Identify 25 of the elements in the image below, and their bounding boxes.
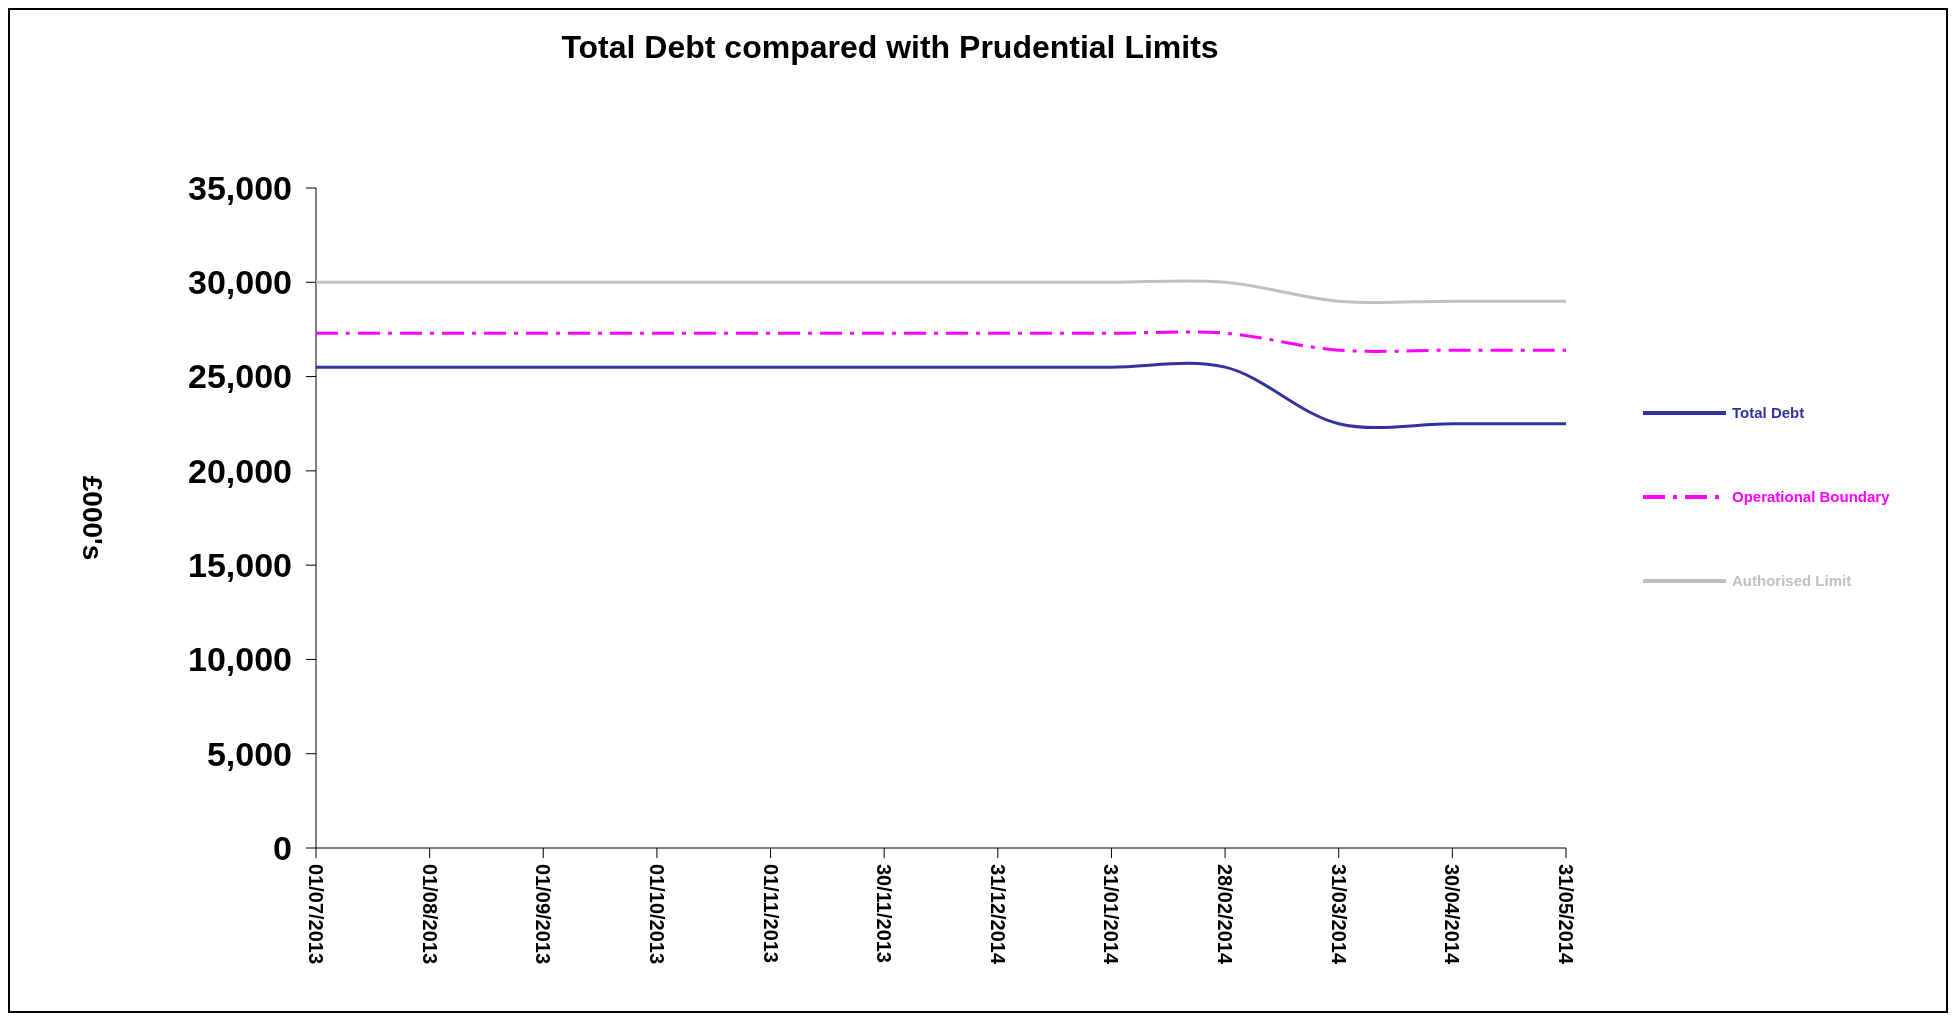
y-tick-label: 15,000 <box>188 546 292 585</box>
y-tick-label: 25,000 <box>188 357 292 396</box>
chart-title: Total Debt compared with Prudential Limits <box>561 29 1219 65</box>
x-tick-label: 28/02/2014 <box>1214 864 1237 965</box>
y-tick-label: 20,000 <box>188 451 292 490</box>
x-tick-label: 31/12/2014 <box>986 864 1009 965</box>
x-tick-label: 01/07/2013 <box>305 864 327 965</box>
x-tick-label: 01/08/2013 <box>418 864 441 965</box>
x-tick-label: 31/03/2014 <box>1327 864 1350 965</box>
x-tick-label: 01/10/2013 <box>645 864 668 965</box>
y-tick-label: 10,000 <box>188 640 292 679</box>
y-axis-title: £000's <box>77 475 108 561</box>
x-tick-label: 01/09/2013 <box>532 864 555 965</box>
y-tick-label: 5,000 <box>206 734 292 773</box>
x-tick-label: 30/04/2014 <box>1441 864 1464 965</box>
x-tick-label: 31/01/2014 <box>1100 864 1123 965</box>
x-tick-label: 31/05/2014 <box>1555 864 1577 965</box>
text: Total Debt <box>1732 404 1805 422</box>
y-tick-label: 35,000 <box>188 168 292 207</box>
text: Authorised Limit <box>1732 572 1852 590</box>
y-tick-label: 0 <box>273 828 292 867</box>
text: Operational Boundary <box>1732 488 1891 506</box>
x-tick-label: 01/11/2013 <box>759 864 782 963</box>
y-tick-label: 30,000 <box>188 263 292 302</box>
x-tick-label: 30/11/2013 <box>873 864 896 963</box>
